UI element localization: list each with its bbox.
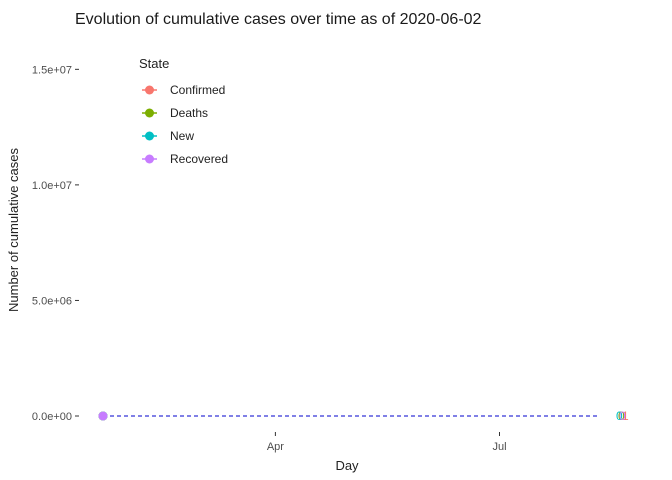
legend-label-recovered: Recovered [170, 152, 228, 166]
series-point-recovered [98, 411, 108, 421]
end-label-recovered: 0 [619, 409, 626, 423]
end-label-deaths: 0 [618, 409, 625, 423]
legend-title: State [139, 56, 169, 71]
y-tick-label: 1.5e+07 [32, 64, 72, 76]
y-axis-title: Number of cumulative cases [6, 147, 21, 312]
y-tick-label: 1.0e+07 [32, 180, 72, 192]
chart-title: Evolution of cumulative cases over time … [75, 11, 482, 28]
legend-label-new: New [170, 129, 194, 143]
y-tick-label: 5.0e+06 [32, 295, 72, 307]
x-tick-label: Jul [492, 441, 506, 453]
legend: State Confirmed Deaths New Recovered [139, 56, 228, 166]
end-label-confirmed: 1 [622, 409, 629, 423]
y-axis-ticks: 0.0e+00 5.0e+06 1.0e+07 1.5e+07 [32, 64, 79, 423]
legend-label-confirmed: Confirmed [170, 83, 225, 97]
x-tick-label: Apr [267, 441, 284, 453]
end-label-new: 0 [616, 409, 623, 423]
legend-key-point [145, 131, 154, 141]
x-axis-title: Day [335, 458, 359, 473]
legend-key-point [145, 85, 154, 95]
legend-key-point [145, 108, 154, 118]
y-tick-label: 0.0e+00 [32, 411, 72, 423]
series-group [98, 411, 108, 421]
legend-key-point [145, 154, 154, 164]
legend-label-deaths: Deaths [170, 106, 208, 120]
x-axis-ticks: Apr Jul [267, 432, 507, 453]
